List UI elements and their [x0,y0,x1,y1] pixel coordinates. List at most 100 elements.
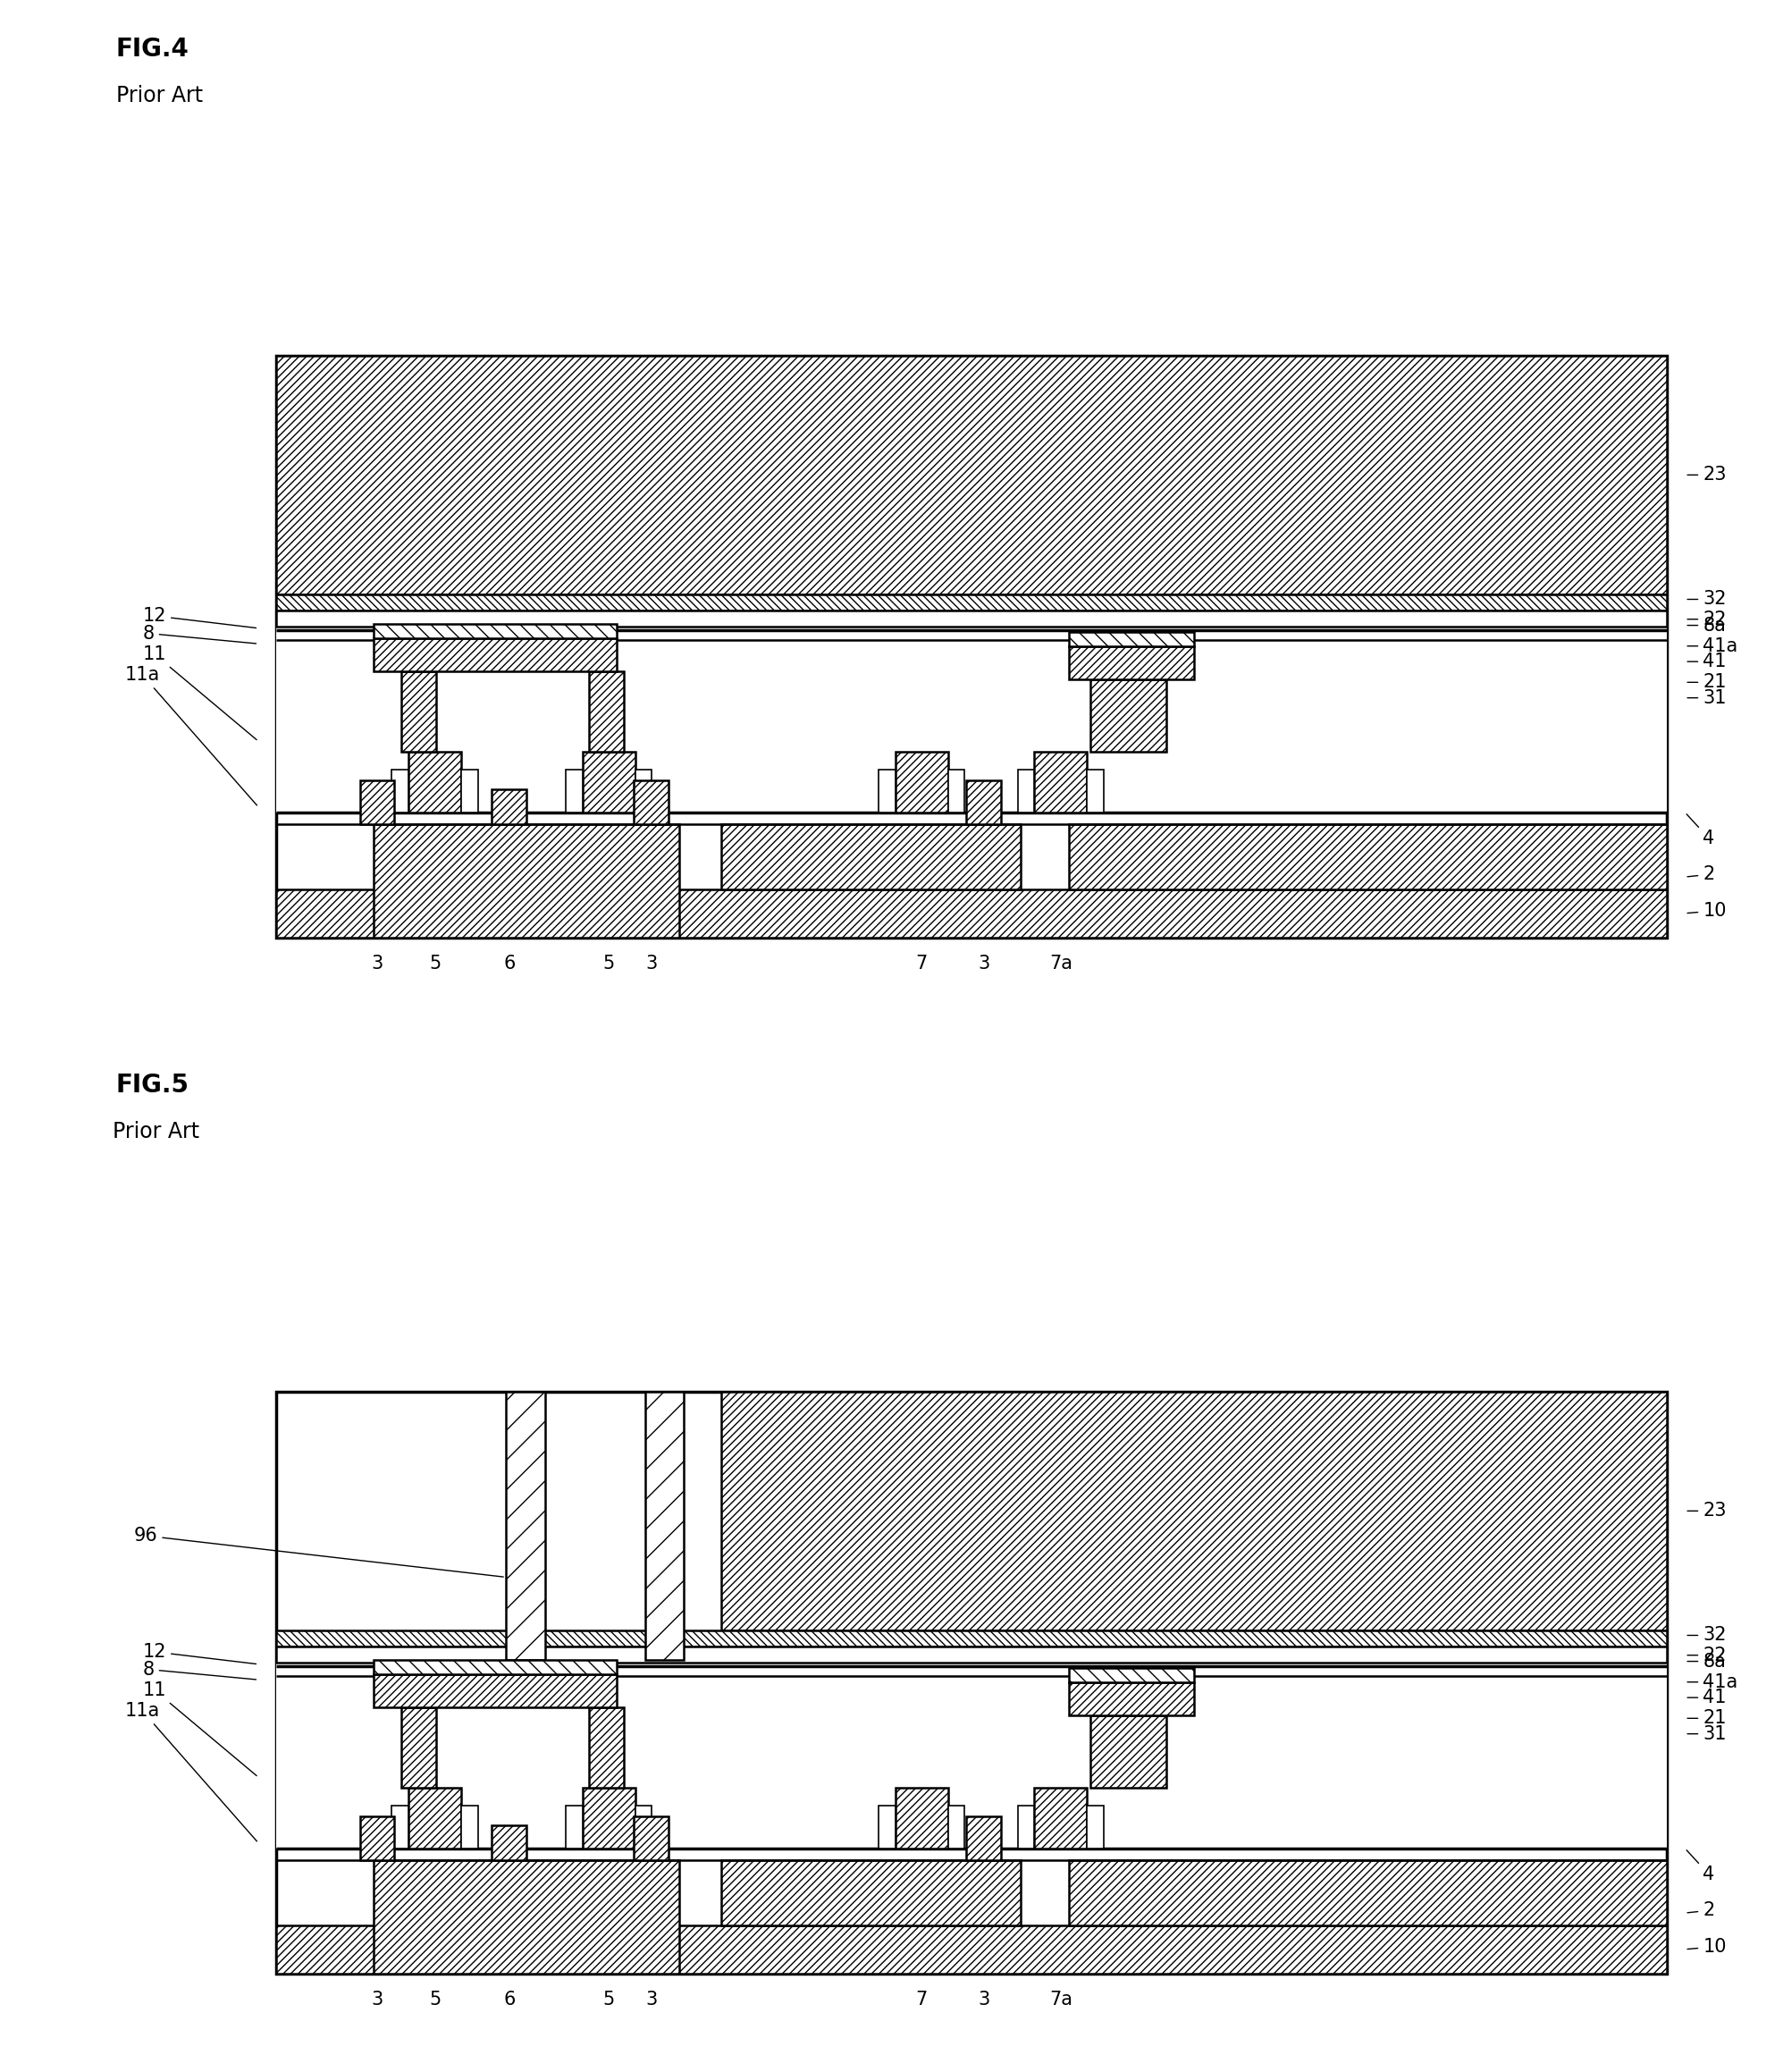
Bar [360,779,394,825]
Bar [401,1707,437,1788]
Text: 11: 11 [143,644,257,740]
Bar [276,611,1667,626]
Bar [1089,1716,1166,1788]
Bar [401,671,437,752]
Bar [588,1707,624,1788]
Text: 31: 31 [1687,1724,1726,1743]
Bar [276,1925,1667,1973]
Text: 3: 3 [977,955,990,972]
Text: 22: 22 [1687,611,1726,628]
Bar [1088,771,1104,812]
Bar [1070,646,1195,680]
Text: 41a: 41a [1687,1672,1738,1691]
Bar [276,1392,1667,1973]
Text: Prior Art: Prior Art [112,1121,200,1142]
Bar [506,1392,546,1660]
Bar [276,1631,1667,1647]
Text: 12: 12 [143,1643,257,1664]
Bar [374,825,679,937]
Bar [374,1674,617,1707]
Text: 2: 2 [1687,1902,1715,1919]
Text: 3: 3 [371,1991,383,2008]
Text: FIG.4: FIG.4 [116,35,189,62]
Bar [276,595,1667,611]
Text: 7: 7 [916,1991,927,2008]
Bar [408,1788,462,1848]
Bar [635,771,653,812]
Bar [633,1815,669,1861]
Text: 7a: 7a [1048,955,1072,972]
Bar [633,779,669,825]
Text: 3: 3 [977,1991,990,2008]
Text: 23: 23 [1687,1502,1726,1521]
Text: 11: 11 [143,1680,257,1776]
Bar [722,825,1020,889]
Text: 4: 4 [1687,1850,1715,1883]
Bar [588,671,624,752]
Bar [1034,752,1088,812]
Text: FIG.5: FIG.5 [116,1073,189,1098]
Text: 4: 4 [1687,814,1715,847]
Bar [392,771,408,812]
Bar [966,779,1000,825]
Bar [1070,1668,1195,1682]
Bar [879,771,895,812]
Bar [276,1662,1667,1848]
Text: 12: 12 [143,607,257,628]
Text: Prior Art: Prior Art [116,85,203,106]
Bar [722,1861,1020,1925]
Bar [895,1788,949,1848]
Bar [276,889,1667,937]
Text: 3: 3 [371,955,383,972]
Text: 10: 10 [1687,901,1726,920]
Bar [722,1392,1667,1631]
Text: 2: 2 [1687,866,1715,883]
Text: 6: 6 [503,955,515,972]
Bar [492,1825,526,1861]
Bar [565,771,583,812]
Text: 41: 41 [1687,653,1726,671]
Text: 21: 21 [1687,1709,1726,1728]
Bar [1070,1682,1195,1716]
Bar [360,1815,394,1861]
Bar [879,1807,895,1848]
Bar [374,624,617,638]
Bar [408,752,462,812]
Text: 5: 5 [430,1991,440,2008]
Bar [1089,680,1166,752]
Text: 23: 23 [1687,466,1726,485]
Bar [1070,825,1667,889]
Bar [1018,771,1034,812]
Bar [374,638,617,671]
Text: 41: 41 [1687,1689,1726,1707]
Bar [462,1807,478,1848]
Text: 3: 3 [645,955,658,972]
Bar [1070,632,1195,646]
Text: 3: 3 [645,1991,658,2008]
Bar [895,752,949,812]
Bar [1018,1807,1034,1848]
Text: 8a: 8a [1687,615,1726,634]
Text: 8: 8 [143,624,257,644]
Text: 11a: 11a [125,665,257,806]
Text: 32: 32 [1687,591,1726,609]
Bar [374,1861,679,1973]
Bar [565,1807,583,1848]
Text: 11a: 11a [125,1701,257,1842]
Text: 22: 22 [1687,1647,1726,1664]
Text: 7a: 7a [1048,1991,1072,2008]
Bar [462,771,478,812]
Text: 8: 8 [143,1660,257,1680]
Bar [966,1815,1000,1861]
Text: 8a: 8a [1687,1651,1726,1670]
Bar [276,626,1667,812]
Text: 41a: 41a [1687,636,1738,655]
Text: 96: 96 [134,1527,503,1577]
Text: 32: 32 [1687,1627,1726,1645]
Text: 7: 7 [916,955,927,972]
Text: 21: 21 [1687,673,1726,692]
Bar [635,1807,653,1848]
Bar [949,1807,965,1848]
Bar [1088,1807,1104,1848]
Text: 10: 10 [1687,1937,1726,1956]
